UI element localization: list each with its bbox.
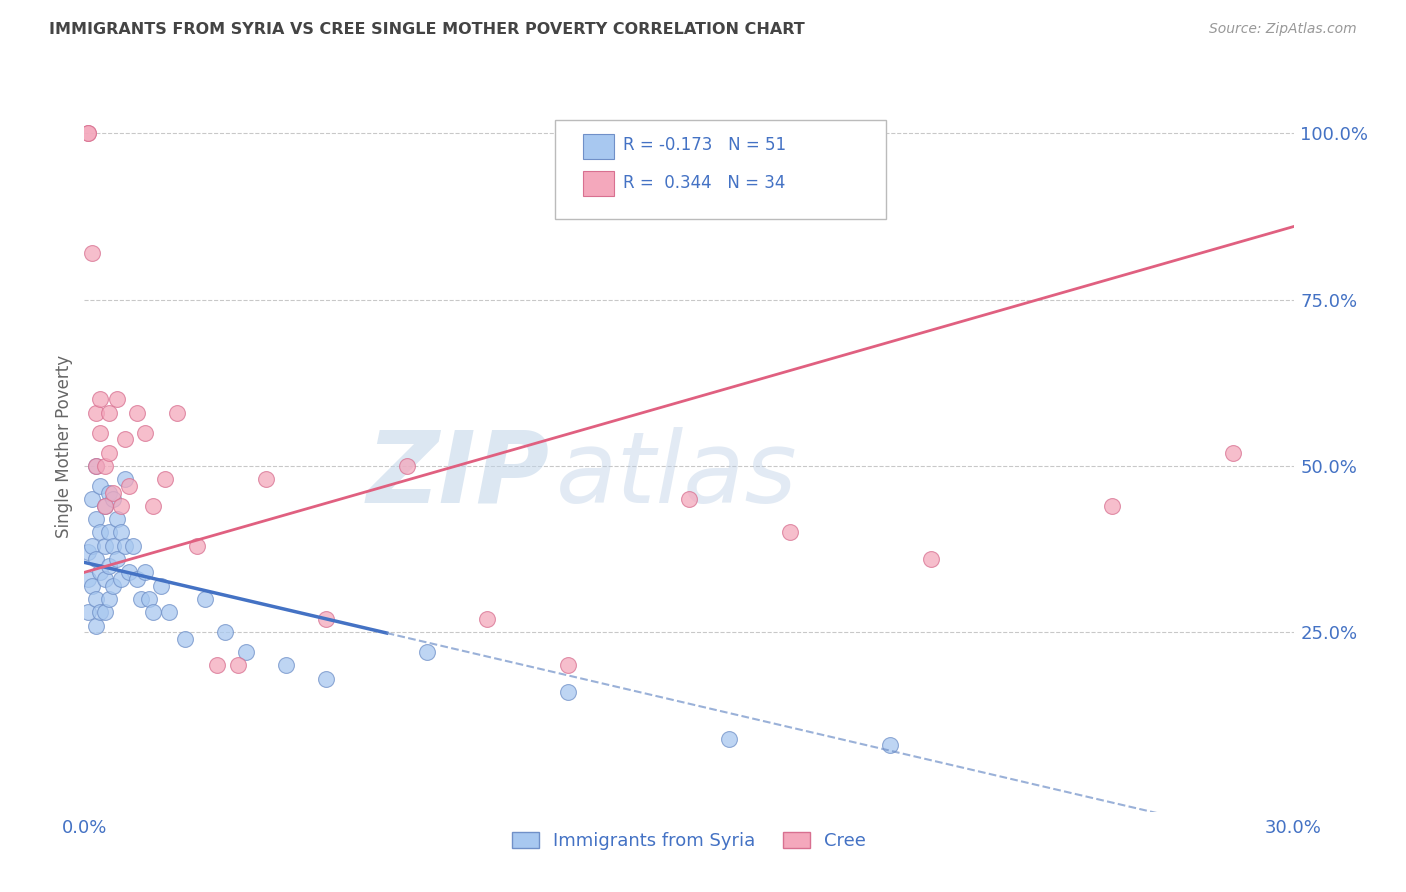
Text: Source: ZipAtlas.com: Source: ZipAtlas.com [1209,22,1357,37]
Point [118,566,141,580]
Y-axis label: Single Mother Poverty: Single Mother Poverty [55,354,73,538]
Point [97,406,120,420]
Point [89,425,111,440]
Point [93,458,115,473]
Point [557,685,579,699]
Point [86,406,108,420]
Text: R = -0.173   N = 51: R = -0.173 N = 51 [623,136,786,154]
Point [101,492,124,507]
Point [97,525,120,540]
Point [142,605,165,619]
Point [77,605,100,619]
Point [134,425,156,440]
Point [274,658,297,673]
Point [105,392,128,407]
Point [77,545,100,559]
Legend: Immigrants from Syria, Cree: Immigrants from Syria, Cree [505,825,873,857]
Point [194,591,217,606]
Point [557,658,579,673]
Point [129,591,152,606]
Point [114,472,136,486]
Point [82,539,104,553]
Point [93,539,115,553]
Point [89,566,111,580]
Point [86,458,108,473]
Point [235,645,257,659]
Point [226,658,249,673]
Point [101,579,124,593]
Point [125,572,148,586]
Point [678,492,700,507]
Point [315,612,337,626]
Point [114,433,136,447]
Point [93,499,115,513]
Point [89,479,111,493]
Point [125,406,148,420]
Point [93,499,115,513]
Point [82,492,104,507]
Text: ZIP: ZIP [367,426,550,524]
Point [89,392,111,407]
Point [105,552,128,566]
Point [105,512,128,526]
Point [82,246,104,260]
Point [114,539,136,553]
Point [718,731,741,746]
Point [142,499,165,513]
Point [1101,499,1123,513]
Point [77,127,100,141]
Point [254,472,277,486]
Point [920,552,942,566]
Point [118,479,141,493]
Point [315,672,337,686]
Point [89,605,111,619]
Point [138,591,160,606]
Point [93,605,115,619]
Point [93,572,115,586]
Point [395,458,418,473]
Point [86,512,108,526]
Point [416,645,439,659]
Point [134,566,156,580]
Point [157,605,180,619]
Point [101,485,124,500]
Point [77,127,100,141]
Point [97,591,120,606]
Point [82,579,104,593]
Point [121,539,143,553]
Point [1222,445,1244,459]
Point [110,525,132,540]
Point [97,485,120,500]
Point [214,625,236,640]
Point [86,458,108,473]
Text: atlas: atlas [555,426,797,524]
Point [186,539,208,553]
Point [149,579,172,593]
Point [77,572,100,586]
Text: IMMIGRANTS FROM SYRIA VS CREE SINGLE MOTHER POVERTY CORRELATION CHART: IMMIGRANTS FROM SYRIA VS CREE SINGLE MOT… [49,22,806,37]
Point [207,658,229,673]
Point [166,406,188,420]
Point [86,618,108,632]
Point [153,472,176,486]
Point [174,632,197,646]
Text: R =  0.344   N = 34: R = 0.344 N = 34 [623,174,785,192]
Point [89,525,111,540]
Point [86,552,108,566]
Point [97,558,120,573]
Point [477,612,499,626]
Point [101,539,124,553]
Point [110,572,132,586]
Point [110,499,132,513]
Point [879,738,901,752]
Point [97,445,120,459]
Point [86,591,108,606]
Point [779,525,801,540]
